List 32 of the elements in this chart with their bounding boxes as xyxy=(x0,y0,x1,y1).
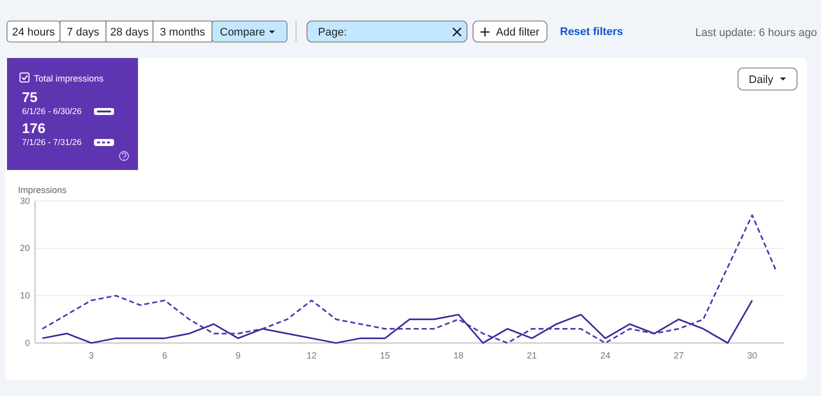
x-tick-label: 18 xyxy=(453,350,464,360)
text: Daily xyxy=(748,74,774,86)
line-series xyxy=(42,214,778,344)
y-tick-label: 10 xyxy=(20,290,30,301)
x-tick-label: 24 xyxy=(600,350,610,360)
x-tick-label: 12 xyxy=(306,350,317,360)
text: Page: xyxy=(318,26,347,38)
x-tick-label: 21 xyxy=(526,350,537,360)
text: 7 days xyxy=(66,26,100,38)
x-tick-label: 27 xyxy=(674,350,684,360)
x-tick-label: 15 xyxy=(380,350,390,360)
x-tick-label: 30 xyxy=(747,350,758,360)
y-axis-title: Impressions xyxy=(18,185,68,195)
text: 24 hours xyxy=(12,26,56,38)
text: 28 days xyxy=(110,26,150,38)
y-tick-label: 0 xyxy=(24,338,30,348)
text: Reset filters xyxy=(560,26,623,38)
x-tick-label: 6 xyxy=(162,350,168,360)
legend-label: 7/1/26 - 7/31/26 xyxy=(22,137,82,147)
y-tick-label: 30 xyxy=(20,196,30,206)
text: 3 months xyxy=(160,26,206,38)
text: 176 xyxy=(22,120,46,136)
legend-label: 6/1/26 - 6/30/26 xyxy=(22,106,82,116)
text: Compare xyxy=(220,26,266,38)
y-tick-label: 20 xyxy=(20,243,30,254)
x-tick-label: 9 xyxy=(236,350,241,360)
text: Add filter xyxy=(496,26,540,38)
legend-title: Total impressions xyxy=(34,74,104,84)
line-series xyxy=(42,300,753,344)
text: 75 xyxy=(22,89,38,105)
x-tick-label: 3 xyxy=(88,350,94,360)
text: Last update: 6 hours ago xyxy=(695,27,817,39)
